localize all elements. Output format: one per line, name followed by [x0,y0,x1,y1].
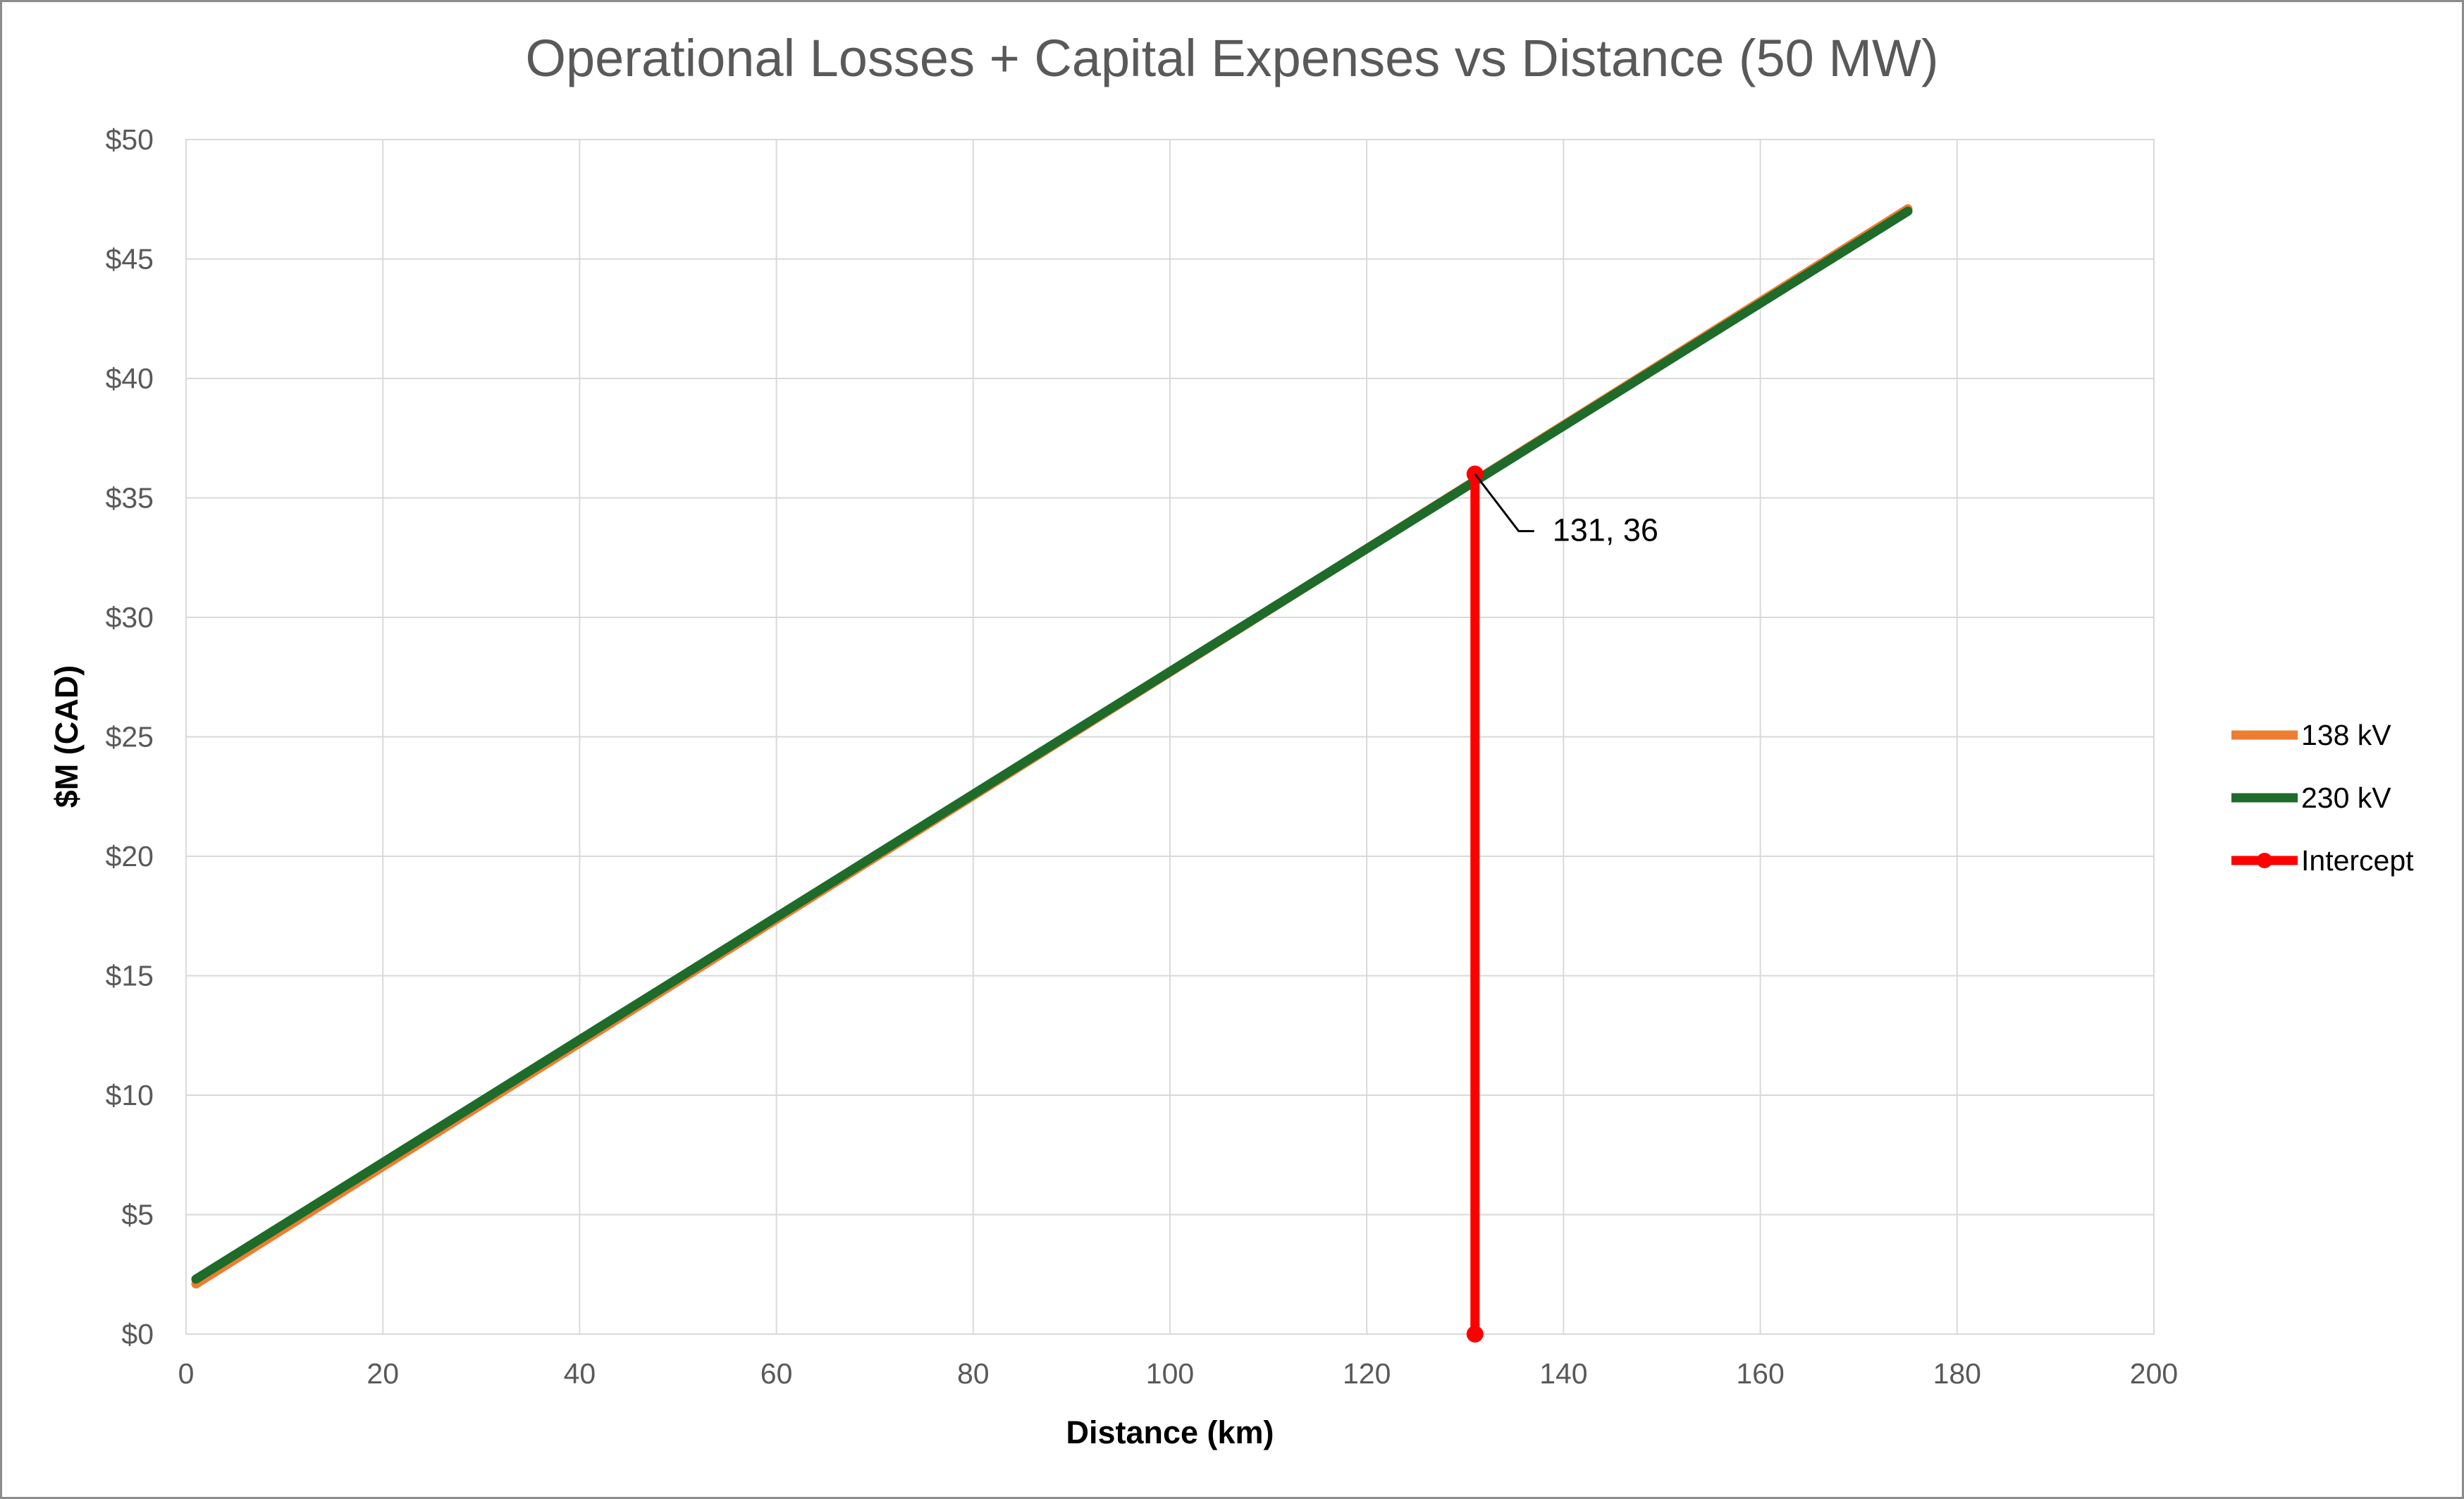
x-tick-labels: 0 20 40 60 80 100 120 140 160 180 200 [178,1357,2179,1390]
y-tick-label: $35 [106,482,154,514]
y-tick-label: $5 [121,1199,154,1231]
legend-label-138-kv: 138 kV [2301,719,2391,751]
y-tick-label: $30 [106,601,154,634]
x-tick-label: 0 [178,1357,195,1390]
y-tick-labels: $0 $5 $10 $15 $20 $25 $30 $35 $40 $45 $50 [106,123,154,1350]
series-line-230-kv [191,206,1913,1284]
y-tick-label: $45 [106,243,154,276]
legend-label-intercept: Intercept [2301,844,2414,877]
plot-area-border [185,139,2155,1335]
legend-label-230-kv: 230 kV [2301,782,2391,814]
annotation-leader-line [1474,473,1534,533]
x-tick-label: 20 [366,1357,399,1390]
series-marker-intercept [1466,1326,1484,1343]
x-tick-label: 120 [1343,1357,1391,1390]
x-tick-label: 100 [1146,1357,1194,1390]
y-tick-label: $25 [106,721,154,753]
x-tick-label: 60 [760,1357,793,1390]
x-tick-label: 160 [1736,1357,1784,1390]
y-tick-label: $15 [106,960,154,992]
x-tick-label: 80 [957,1357,990,1390]
chart-title: Operational Losses + Capital Expenses vs… [525,29,1938,87]
x-axis-title: Distance (km) [1066,1414,1274,1450]
y-tick-label: $20 [106,840,154,872]
x-tick-label: 180 [1933,1357,1981,1390]
y-tick-label: $10 [106,1079,154,1111]
x-tick-label: 140 [1539,1357,1587,1390]
legend-marker-intercept [2257,853,2272,868]
intercept-data-label: 131, 36 [1553,512,1658,548]
y-tick-label: $40 [106,362,154,395]
series-layer [191,204,1913,1343]
y-tick-label: $50 [106,123,154,156]
x-tick-label: 40 [564,1357,596,1390]
annotation-layer: 131, 36 [1474,473,1658,548]
y-tick-label: $0 [121,1318,154,1350]
x-tick-label: 200 [2130,1357,2178,1390]
legend: 138 kV 230 kV Intercept [2231,719,2414,877]
y-axis-title: $M (CAD) [49,665,85,808]
